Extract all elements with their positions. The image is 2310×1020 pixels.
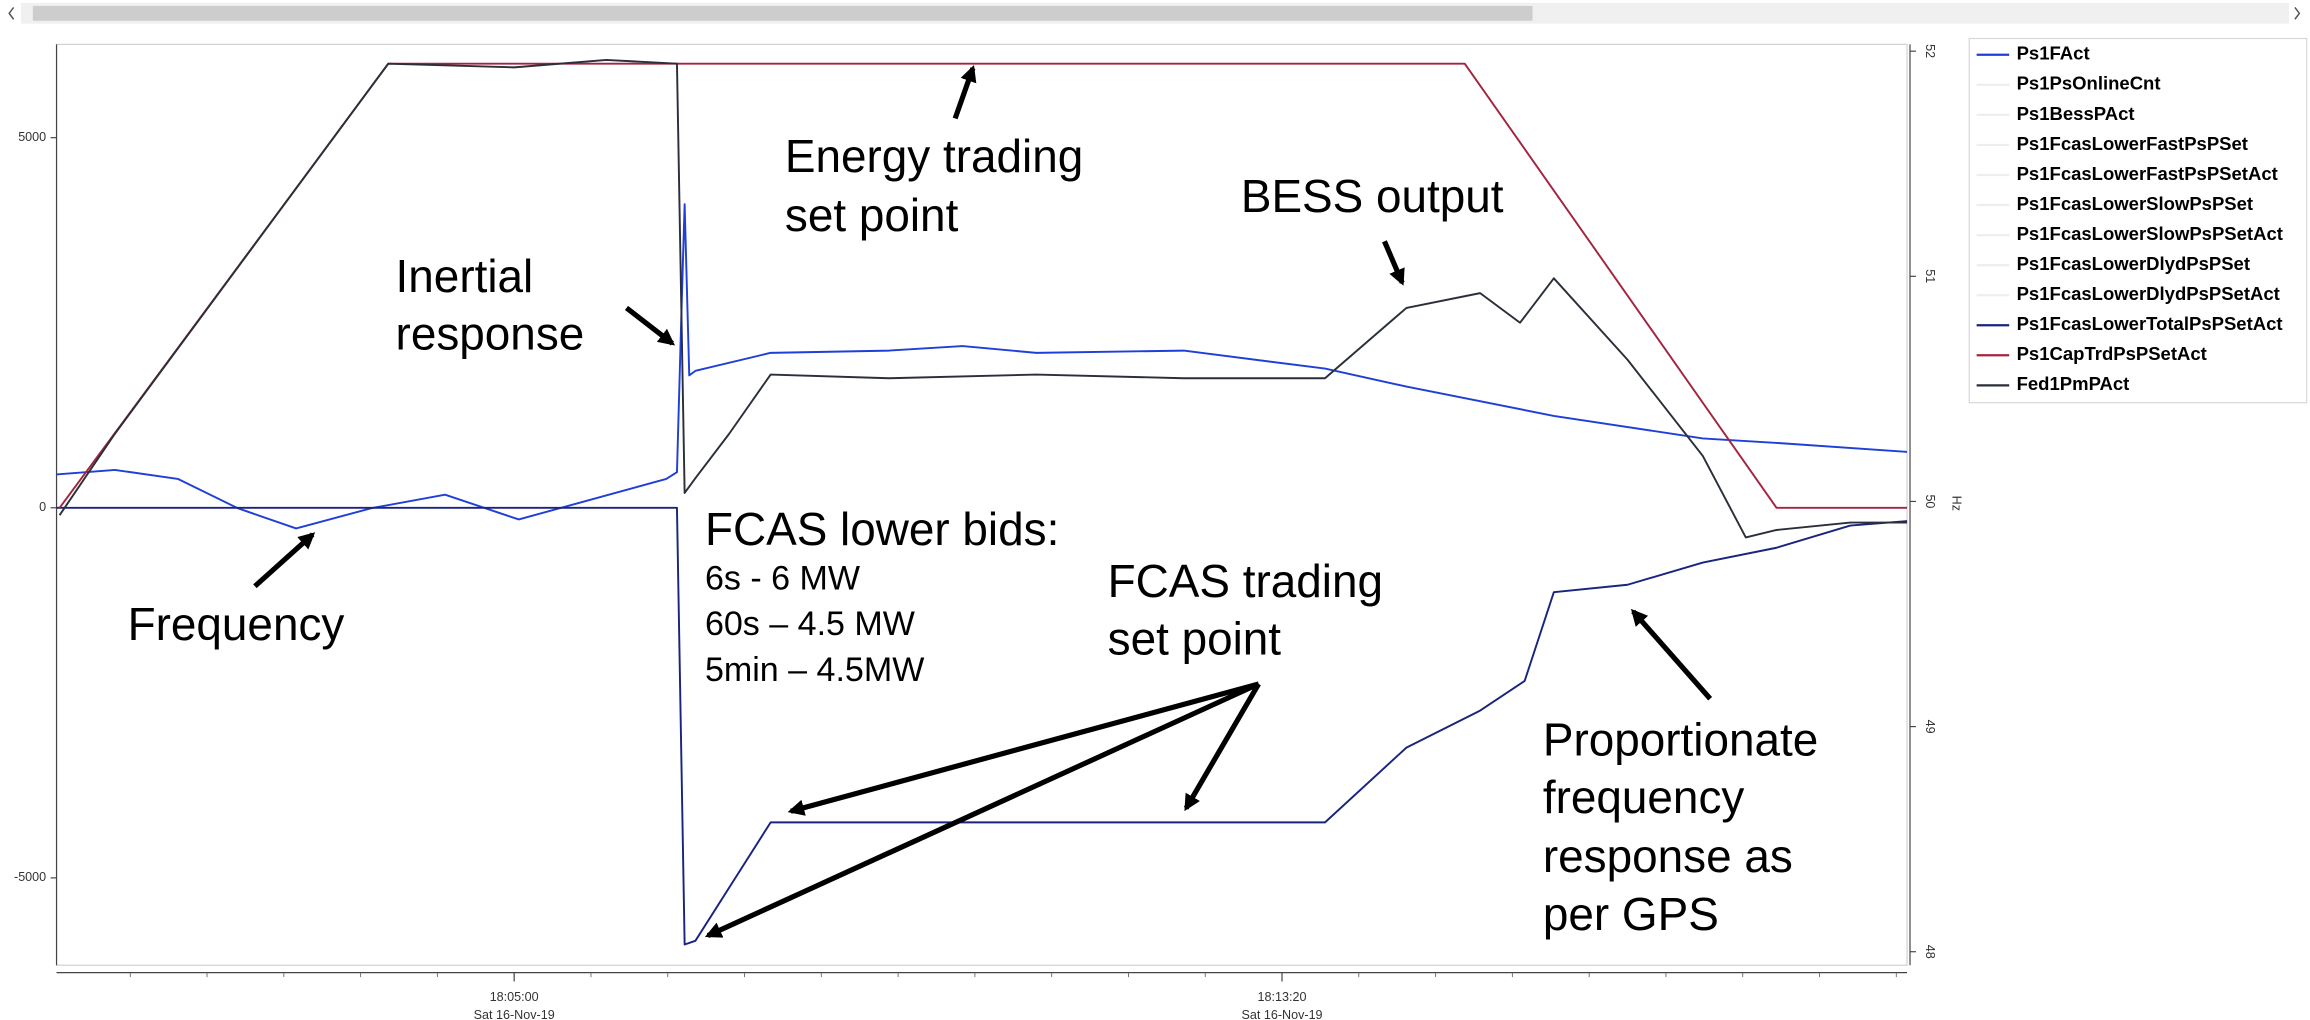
series-line [56,203,1908,530]
legend-label: Ps1PsOnlineCnt [2017,73,2161,94]
legend-label: Ps1FcasLowerFastPsPSetAct [2017,163,2278,184]
y-tick-label: 0 [39,500,46,514]
y2-tick-label: 50 [1923,494,1937,508]
arrow [787,681,1260,816]
annotation: 60s – 4.5 MW [705,605,915,643]
arrow [1630,608,1713,701]
annotation: BESS output [1241,170,1504,222]
legend-label: Ps1FcasLowerSlowPsPSetAct [2017,223,2283,244]
annotation: set point [1108,613,1282,665]
annotation: set point [785,189,959,241]
y2-tick-label: 49 [1923,720,1937,734]
legend-label: Ps1CapTrdPsPSetAct [2017,343,2207,364]
arrow [253,532,316,589]
legend-label: Ps1FcasLowerTotalPsPSetAct [2017,313,2283,334]
annotation: per GPS [1543,888,1719,940]
x-tick-label: Sat 16-Nov-19 [1241,1008,1322,1020]
annotation: Frequency [128,598,345,650]
y-tick-label: 5000 [18,130,46,144]
annotation: response as [1543,830,1793,882]
annotation: Proportionate [1543,713,1818,765]
legend: Ps1FAct Ps1PsOnlineCnt Ps1BessPAct Ps1FcasL… [1968,37,2308,404]
annotation: 6s - 6 MW [705,559,860,597]
annotation: FCAS lower bids: [705,503,1059,555]
arrow [952,64,977,120]
y-tick-label: -5000 [14,870,46,884]
legend-label: Ps1FcasLowerSlowPsPSet [2017,193,2253,214]
annotation: 5min – 4.5MW [705,651,924,689]
x-tick-label: 18:13:20 [1258,990,1307,1004]
arrow [704,681,1260,938]
y2-tick-label: 51 [1923,269,1937,283]
legend-label: Ps1FAct [2017,43,2090,64]
y2-tick-label: 52 [1923,44,1937,58]
y2-tick-label: 48 [1923,945,1937,959]
arrow [1183,682,1261,812]
legend-label: Ps1FcasLowerFastPsPSet [2017,133,2248,154]
annotation: Inertial [396,250,534,302]
series-layer [56,58,1908,946]
series-line [58,58,1908,539]
annotation: FCAS trading [1108,555,1383,607]
legend-label: Ps1FcasLowerDlydPsPSetAct [2017,283,2280,304]
legend-label: Ps1BessPAct [2017,103,2135,124]
series-line [56,506,1908,946]
annotation: response [396,308,585,360]
x-tick-label: Sat 16-Nov-19 [474,1008,555,1020]
scrollbar[interactable] [8,2,2301,24]
legend-label: Fed1PmPAct [2017,373,2130,394]
annotations: Energy trading set point BESS output Ine… [128,64,1818,940]
arrow [624,305,676,346]
y2-axis-label: Hz [1950,496,1964,511]
annotation: frequency [1543,771,1745,823]
x-tick-label: 18:05:00 [490,990,539,1004]
legend-label: Ps1FcasLowerDlydPsPSet [2017,253,2250,274]
annotation: Energy trading [785,130,1083,182]
arrow [1382,240,1405,286]
